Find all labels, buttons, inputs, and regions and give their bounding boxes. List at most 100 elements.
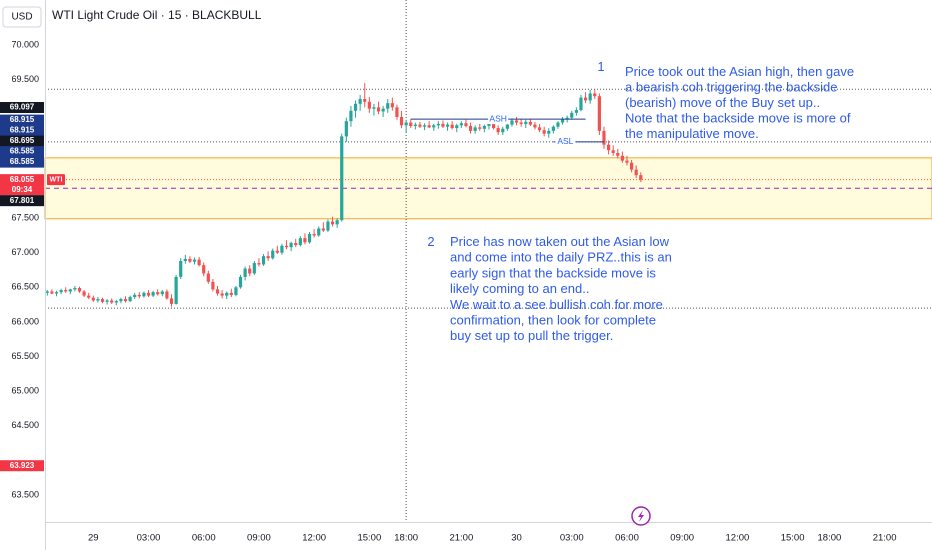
candle-body [68, 289, 72, 292]
candle-body [491, 123, 496, 129]
candle-body [312, 234, 316, 236]
x-tick-label: 21:00 [873, 533, 897, 544]
candle-body [519, 122, 523, 124]
candle-body [243, 268, 247, 277]
candle-body [123, 299, 128, 302]
candle-body [50, 291, 54, 294]
candle-body [192, 259, 197, 262]
price-tag-label: 68.585 [10, 147, 35, 156]
candle-body [625, 160, 629, 163]
event-icon-bolt [638, 510, 644, 522]
candle-body [510, 120, 514, 125]
symbol-tag-label: WTI [50, 176, 63, 183]
candle-body [579, 97, 583, 111]
asian-label-bg [488, 113, 509, 125]
candle-body [234, 287, 238, 295]
candle-body [399, 117, 404, 126]
annotation-line: and come into the daily PRZ..this is an [450, 250, 672, 265]
candle-body [179, 261, 183, 277]
candle-body [514, 120, 519, 123]
symbol-tag [47, 174, 65, 186]
candle-body [266, 256, 270, 259]
candle-body [298, 238, 302, 246]
y-tick-label: 65.000 [11, 386, 39, 396]
candle-body [45, 291, 49, 293]
candle-body [257, 263, 261, 265]
x-tick-label: 30 [511, 533, 522, 544]
candle-body [215, 289, 220, 294]
candle-body [326, 221, 330, 231]
candle-body [174, 276, 178, 304]
candle-body [597, 96, 601, 131]
candle-body [537, 127, 542, 131]
candle-body [271, 250, 275, 259]
chart-title: WTI Light Crude Oil · 15 · BLACKBULL [52, 8, 262, 22]
candle-body [73, 288, 77, 290]
candle-body [114, 301, 118, 303]
candle-body [160, 291, 164, 295]
candle-body [96, 299, 100, 301]
price-tag-label: 68.055 [10, 175, 35, 184]
x-tick-label: 06:00 [192, 533, 216, 544]
candle-body [551, 126, 555, 131]
candle-body [496, 128, 500, 133]
candle-body [427, 125, 431, 128]
candle-body [358, 99, 362, 104]
currency-box[interactable] [2, 6, 42, 28]
candle-body [119, 299, 123, 302]
candle-body [202, 265, 206, 274]
candle-body [478, 127, 482, 129]
y-tick-label: 65.500 [11, 351, 39, 361]
candle-body [588, 93, 592, 101]
candle-body [225, 292, 229, 296]
candle-body [620, 155, 624, 161]
candle-body [395, 107, 399, 117]
annotation-line: buy set up to pull the trigger. [450, 328, 613, 343]
candle-body [505, 124, 509, 129]
candle-body [54, 292, 59, 294]
asian-label: ASH [489, 113, 506, 123]
y-tick-label: 66.000 [11, 316, 39, 326]
candle-body [473, 127, 477, 131]
x-tick-label: 15:00 [781, 533, 805, 544]
candle-body [206, 273, 210, 282]
candle-body [404, 122, 408, 126]
candle-body [353, 103, 358, 111]
candle-body [487, 123, 491, 126]
candle-body [445, 124, 450, 127]
candle-body [280, 245, 284, 253]
candle-body [248, 268, 252, 274]
candle-body [386, 103, 390, 109]
annotation-line: early sign that the backside move is [450, 265, 656, 280]
candle-body [464, 123, 468, 126]
candle-body [169, 298, 174, 304]
price-tag [0, 174, 44, 186]
candle-body [583, 97, 588, 101]
candle-body [634, 169, 638, 176]
annotation-line: confirmation, then look for complete [450, 313, 656, 328]
candle-body [629, 162, 634, 170]
price-tag [0, 460, 44, 472]
candle-body [570, 112, 574, 118]
candle-body [321, 228, 325, 231]
candle-body [468, 126, 473, 131]
countdown-tag [0, 184, 44, 196]
candle-body [64, 290, 68, 292]
annotation-line: likely coming to an end.. [450, 281, 589, 296]
candle-body [91, 297, 95, 301]
candle-body [441, 123, 445, 127]
annotation-line: (bearish) move of the Buy set up.. [625, 95, 820, 110]
asian-label-bg [555, 135, 576, 147]
candle-body [422, 125, 427, 127]
x-tick-label: 09:00 [247, 533, 271, 544]
price-tag-label: 68.915 [10, 115, 35, 124]
candle-body [59, 290, 63, 293]
candle-body [547, 130, 551, 134]
candle-body [381, 108, 385, 112]
candle-body [482, 126, 486, 129]
y-tick-label: 70.000 [11, 39, 39, 49]
x-tick-label: 12:00 [726, 533, 750, 544]
y-tick-label: 64.500 [11, 420, 39, 430]
candle-body [211, 281, 215, 290]
